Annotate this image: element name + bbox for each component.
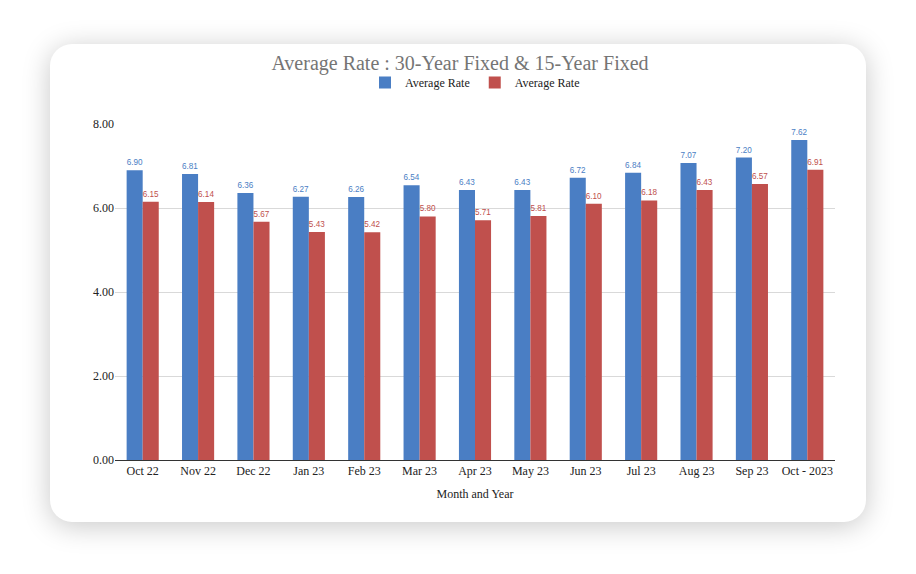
svg-text:Feb 23: Feb 23	[348, 464, 381, 478]
svg-text:6.84: 6.84	[625, 161, 641, 170]
svg-text:5.43: 5.43	[309, 220, 325, 229]
svg-text:6.90: 6.90	[127, 158, 143, 167]
svg-text:6.72: 6.72	[570, 166, 586, 175]
svg-text:8.00: 8.00	[93, 117, 114, 131]
svg-text:7.07: 7.07	[680, 151, 696, 160]
svg-text:Oct - 2023: Oct - 2023	[782, 464, 833, 478]
svg-text:Jul 23: Jul 23	[627, 464, 656, 478]
svg-text:6.81: 6.81	[182, 162, 198, 171]
svg-text:4.00: 4.00	[93, 285, 114, 299]
svg-text:5.67: 5.67	[253, 210, 269, 219]
svg-text:0.00: 0.00	[93, 453, 114, 467]
svg-text:6.27: 6.27	[293, 185, 309, 194]
svg-text:7.20: 7.20	[736, 146, 752, 155]
svg-text:6.43: 6.43	[514, 178, 530, 187]
svg-text:Oct 22: Oct 22	[127, 464, 159, 478]
svg-text:5.80: 5.80	[420, 204, 436, 213]
svg-text:5.81: 5.81	[530, 204, 546, 213]
svg-text:5.42: 5.42	[364, 220, 380, 229]
svg-text:6.15: 6.15	[143, 190, 159, 199]
svg-text:2.00: 2.00	[93, 369, 114, 383]
svg-text:Sep 23: Sep 23	[735, 464, 768, 478]
svg-text:May 23: May 23	[512, 464, 549, 478]
svg-text:Mar 23: Mar 23	[402, 464, 437, 478]
svg-text:Nov 22: Nov 22	[180, 464, 216, 478]
svg-text:Average Rate : 30-Year Fixed &: Average Rate : 30-Year Fixed & 15-Year F…	[271, 52, 648, 75]
svg-text:6.57: 6.57	[752, 172, 768, 181]
svg-text:Apr 23: Apr 23	[458, 464, 492, 478]
svg-text:6.91: 6.91	[807, 158, 823, 167]
svg-text:6.43: 6.43	[459, 178, 475, 187]
svg-text:6.54: 6.54	[404, 173, 420, 182]
svg-text:6.26: 6.26	[348, 185, 364, 194]
svg-text:7.62: 7.62	[791, 128, 807, 137]
svg-text:6.36: 6.36	[237, 181, 253, 190]
svg-text:Aug 23: Aug 23	[679, 464, 715, 478]
svg-text:6.14: 6.14	[198, 190, 214, 199]
svg-text:6.00: 6.00	[93, 201, 114, 215]
svg-text:6.18: 6.18	[641, 188, 657, 197]
svg-text:Average Rate: Average Rate	[515, 76, 580, 90]
svg-text:Jan 23: Jan 23	[293, 464, 324, 478]
svg-text:Month and Year: Month and Year	[437, 487, 514, 501]
svg-text:Average Rate: Average Rate	[405, 76, 470, 90]
svg-text:Dec 22: Dec 22	[236, 464, 270, 478]
svg-text:5.71: 5.71	[475, 208, 491, 217]
svg-text:6.43: 6.43	[697, 178, 713, 187]
svg-text:6.10: 6.10	[586, 192, 602, 201]
svg-text:Jun 23: Jun 23	[570, 464, 602, 478]
